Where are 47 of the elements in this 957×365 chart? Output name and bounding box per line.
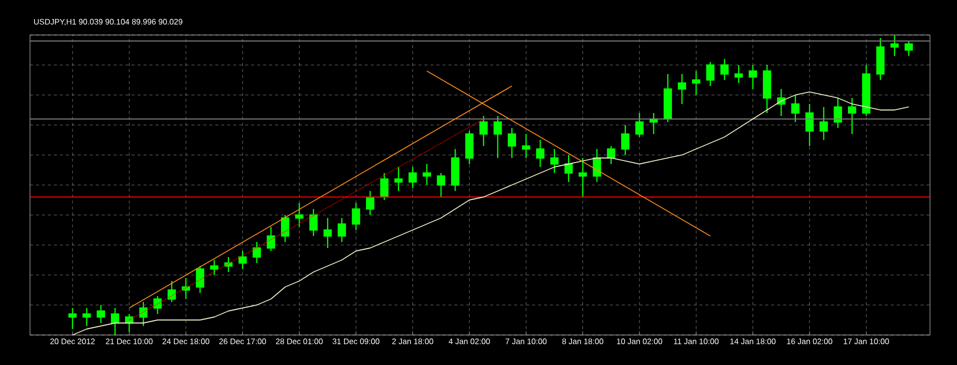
candlestick <box>904 40 913 57</box>
candlestick <box>805 103 814 147</box>
candlestick <box>720 58 729 81</box>
candlestick <box>494 115 502 159</box>
candlestick <box>266 226 276 252</box>
candlestick <box>479 115 488 147</box>
candlestick <box>82 307 91 327</box>
candlestick <box>168 280 176 303</box>
candlestick <box>578 157 587 198</box>
candlestick <box>408 166 417 189</box>
candlestick <box>706 61 714 87</box>
candlestick <box>422 163 431 186</box>
candlestick <box>96 304 106 324</box>
candlestick <box>550 148 559 174</box>
candlestick <box>210 259 218 276</box>
candlestick <box>621 124 630 156</box>
candlestick <box>338 217 346 243</box>
candlestick <box>352 202 360 231</box>
candlestick <box>436 172 446 198</box>
candlestick <box>238 250 247 270</box>
candlestick <box>762 64 772 114</box>
candlestick <box>820 106 828 141</box>
candlestick <box>508 127 516 159</box>
candlestick <box>324 217 332 249</box>
candlestick <box>678 73 686 105</box>
candlestick <box>734 64 743 84</box>
candlestick <box>295 202 304 228</box>
candlestick <box>196 265 204 294</box>
candlestick <box>692 70 700 96</box>
candlestick <box>139 301 148 327</box>
candlestick <box>664 73 672 123</box>
candlestick <box>380 172 388 201</box>
candlestick <box>876 37 885 81</box>
candlestick <box>748 64 757 90</box>
candlestick <box>862 64 870 117</box>
candlestick <box>366 190 374 216</box>
candlestick <box>280 214 290 243</box>
candlestick <box>635 112 644 138</box>
candlestick <box>252 241 261 264</box>
candlestick <box>536 139 544 168</box>
candlestick <box>834 97 842 129</box>
candlestick <box>153 295 162 315</box>
candlestick <box>309 208 318 237</box>
candlestick <box>606 145 616 165</box>
candlestick <box>791 94 800 123</box>
candlestick <box>465 130 474 165</box>
candlestick <box>451 148 460 192</box>
